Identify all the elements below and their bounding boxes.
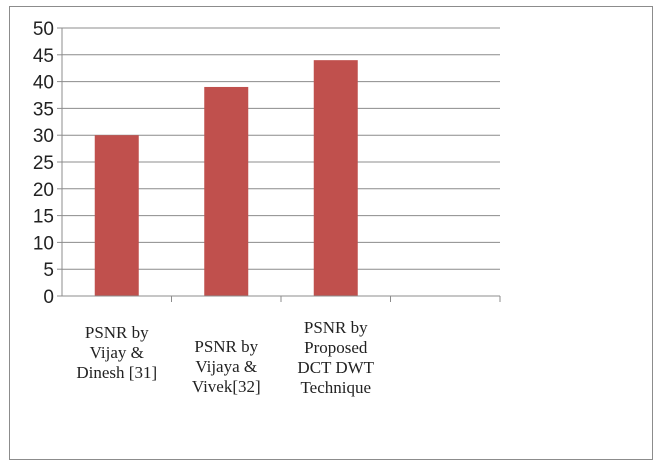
category-label-line: PSNR by <box>84 323 149 342</box>
y-axis-ticks: 0 5 10 15 20 25 30 35 40 45 50 <box>33 19 62 308</box>
y-tick-label: 50 <box>33 19 54 40</box>
category-label-line: Vivek[32] <box>191 377 261 396</box>
y-tick-label: 0 <box>43 287 54 308</box>
category-label-1: PSNR by Vijay & Dinesh [31] <box>57 323 177 383</box>
bar-1 <box>94 135 139 296</box>
y-tick-label: 30 <box>33 126 54 147</box>
bar-2 <box>204 86 249 297</box>
y-tick-label: 25 <box>33 153 54 174</box>
bars <box>94 60 358 297</box>
y-tick-label: 40 <box>33 73 54 94</box>
category-label-2: PSNR by Vijaya & Vivek[32] <box>166 337 286 397</box>
category-label-line: PSNR by <box>194 337 259 356</box>
y-tick-label: 45 <box>33 46 54 67</box>
bar-3 <box>313 60 358 296</box>
chart-frame: 0 5 10 15 20 25 30 35 40 45 50 PSNR by Vijay & Dines… <box>9 6 653 460</box>
y-tick-label: 35 <box>33 99 54 120</box>
category-label-line: Dinesh [31] <box>76 363 158 382</box>
category-label-line: Vijaya & <box>195 357 258 376</box>
category-label-line: DCT DWT <box>297 358 375 377</box>
axes <box>61 28 501 302</box>
category-label-3: PSNR by Proposed DCT DWT Technique <box>276 318 396 398</box>
category-label-line: Proposed <box>304 338 368 357</box>
category-label-line: Vijay & <box>89 343 144 362</box>
y-tick-label: 10 <box>33 233 54 254</box>
category-label-line: Technique <box>300 378 372 397</box>
category-label-line: PSNR by <box>303 318 368 337</box>
y-tick-label: 15 <box>33 207 54 228</box>
y-tick-label: 5 <box>43 260 54 281</box>
y-tick-label: 20 <box>33 180 54 201</box>
bar-chart: 0 5 10 15 20 25 30 35 40 45 50 <box>33 19 501 308</box>
